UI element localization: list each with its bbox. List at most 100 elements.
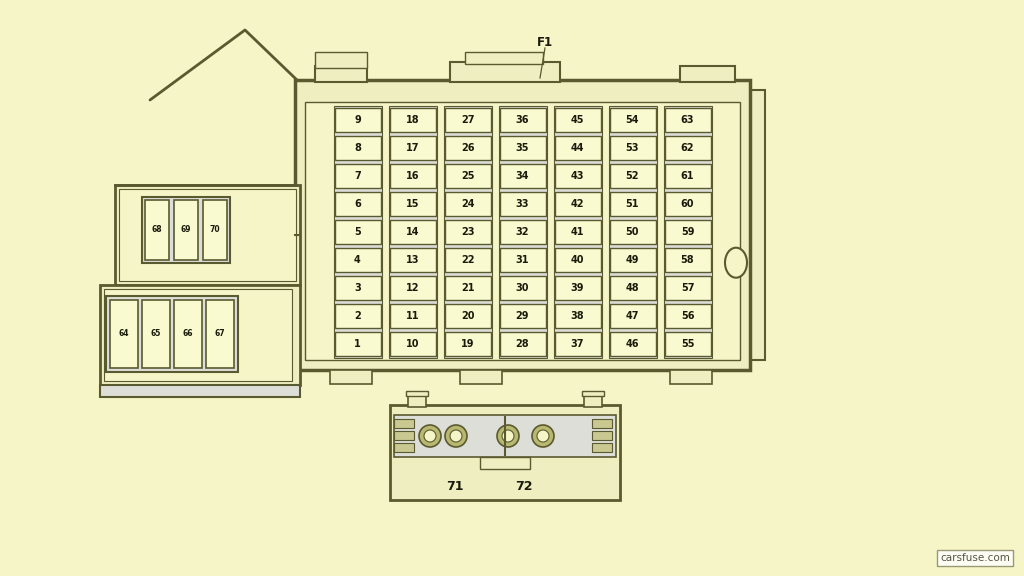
Text: 35: 35 [516,143,529,153]
Text: 69: 69 [181,225,191,234]
Text: 40: 40 [570,255,585,265]
Bar [174,200,198,260]
Text: 66: 66 [182,329,194,339]
Text: 71: 71 [445,479,463,492]
Text: 54: 54 [626,115,639,125]
Text: 56: 56 [681,311,694,321]
Text: 37: 37 [570,339,585,349]
Bar [203,200,227,260]
Bar [665,220,711,244]
Bar [174,300,202,368]
Bar [315,66,367,82]
Bar [335,276,381,300]
Bar [750,90,765,360]
Text: 24: 24 [461,199,474,209]
Bar [444,108,490,132]
Bar [394,415,616,457]
Bar [500,248,546,272]
Bar [480,457,530,469]
Bar [592,443,612,452]
Bar [335,136,381,160]
Bar [665,136,711,160]
Text: 21: 21 [461,283,474,293]
Bar [609,276,655,300]
Text: 36: 36 [516,115,529,125]
Text: 22: 22 [461,255,474,265]
Bar [609,164,655,188]
Bar [500,192,546,216]
Text: 3: 3 [354,283,360,293]
Text: 42: 42 [570,199,585,209]
Text: 2: 2 [354,311,360,321]
Text: 15: 15 [406,199,419,209]
Ellipse shape [502,430,514,442]
Bar [335,164,381,188]
Bar [443,106,492,358]
Bar [665,108,711,132]
Text: 32: 32 [516,227,529,237]
Text: 60: 60 [681,199,694,209]
Bar [460,370,502,384]
Text: 62: 62 [681,143,694,153]
Text: 23: 23 [461,227,474,237]
Text: 55: 55 [681,339,694,349]
Text: 59: 59 [681,227,694,237]
Bar [389,248,435,272]
Text: F1: F1 [537,36,553,48]
Bar [104,289,292,381]
Text: 45: 45 [570,115,585,125]
Bar [444,136,490,160]
Text: 27: 27 [461,115,474,125]
Bar [100,285,300,385]
Text: 67: 67 [215,329,225,339]
Text: 52: 52 [626,171,639,181]
Ellipse shape [532,425,554,447]
Bar [500,136,546,160]
Ellipse shape [725,248,746,278]
Bar [394,431,414,440]
Bar [335,220,381,244]
Bar [389,192,435,216]
Text: 64: 64 [119,329,129,339]
Bar [100,385,300,397]
Bar [444,248,490,272]
Text: 28: 28 [516,339,529,349]
Bar [335,332,381,356]
Bar [609,220,655,244]
Bar [609,304,655,328]
Text: 46: 46 [626,339,639,349]
Bar [106,296,238,372]
Text: 47: 47 [626,311,639,321]
Bar [592,431,612,440]
Bar [664,106,712,358]
Bar [389,304,435,328]
Bar [394,443,414,452]
Text: 43: 43 [570,171,585,181]
Bar [305,102,740,360]
Text: 14: 14 [406,227,419,237]
Bar [609,192,655,216]
Bar [119,189,296,281]
Bar [335,304,381,328]
Text: 48: 48 [626,283,639,293]
Text: 10: 10 [406,339,419,349]
Text: 34: 34 [516,171,529,181]
Bar [665,276,711,300]
Text: 19: 19 [461,339,474,349]
Text: 68: 68 [152,225,163,234]
Ellipse shape [497,425,519,447]
Bar [555,220,600,244]
Text: 38: 38 [570,311,585,321]
Bar [389,164,435,188]
Bar [389,108,435,132]
Bar [499,106,547,358]
Bar [444,276,490,300]
Bar [115,185,300,285]
Bar [408,393,426,407]
Text: 51: 51 [626,199,639,209]
Bar [665,304,711,328]
Text: 6: 6 [354,199,360,209]
Text: 7: 7 [354,171,360,181]
Bar [450,62,560,82]
Bar [555,136,600,160]
